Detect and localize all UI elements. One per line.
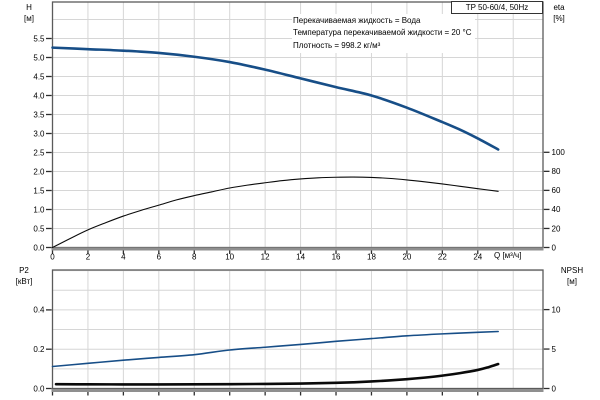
eta-axis-title: eta [%]	[545, 3, 573, 24]
left-tick-label: 0.5	[33, 224, 45, 233]
pump-model-badge: TP 50-60/4, 50Hz	[451, 1, 543, 14]
info-line-liquid: Перекачиваемая жидкость = Вода	[293, 16, 421, 25]
eta-axis-unit: [%]	[553, 13, 565, 23]
series-curve-NPSH	[54, 362, 500, 386]
q-axis-label: Q [м³/ч]	[494, 251, 522, 260]
x-tick-label: 16	[332, 253, 341, 262]
right-tick-label: 100	[552, 148, 566, 157]
left-tick-label: 3.0	[33, 129, 45, 138]
series-curve-eta	[51, 176, 499, 249]
left-tick-label: 0.0	[33, 243, 45, 252]
left-tick-label: 0.4	[33, 306, 45, 315]
x-tick-label: 10	[225, 253, 234, 262]
series-curve-H	[51, 46, 500, 151]
p2-axis-symbol: P2	[19, 266, 29, 275]
left-tick-label: 1.5	[33, 186, 45, 195]
x-tick-label: 2	[86, 253, 91, 262]
right-tick-label: 80	[552, 167, 561, 176]
left-tick-label: 4.0	[33, 91, 45, 100]
npsh-axis-unit: [м]	[567, 276, 577, 286]
npsh-axis-symbol: NPSH	[560, 266, 584, 275]
left-tick-label: 4.5	[33, 72, 45, 81]
h-axis-unit: [м]	[24, 13, 34, 23]
x-tick-label: 0	[50, 253, 55, 262]
right-tick-label: 20	[552, 224, 561, 233]
chart-frame	[51, 269, 544, 390]
p2-axis-unit: [кВт]	[15, 276, 33, 286]
right-tick-label: 5	[552, 345, 557, 354]
x-tick-label: 24	[473, 253, 482, 262]
left-tick-label: 0.0	[33, 384, 45, 393]
x-tick-label: 14	[296, 253, 305, 262]
eta-axis-symbol: eta	[553, 3, 565, 12]
left-tick-label: 5.0	[33, 53, 45, 62]
right-tick-label: 0	[552, 384, 557, 393]
right-tick-label: 0	[552, 243, 557, 252]
x-tick-label: 4	[121, 253, 126, 262]
info-line-temperature: Температура перекачиваемой жидкости = 20…	[293, 28, 472, 38]
liquid-info-block: Перекачиваемая жидкость = Вода Температу…	[292, 14, 475, 53]
right-tick-label: 10	[552, 305, 561, 314]
left-tick-label: 0.2	[33, 345, 45, 354]
x-tick-label: 18	[367, 253, 376, 262]
left-tick-label: 5.5	[33, 34, 45, 43]
x-tick-label: 22	[438, 253, 447, 262]
x-tick-label: 20	[402, 253, 411, 262]
series-curve-P2	[51, 330, 499, 368]
left-tick-label: 2.0	[33, 167, 45, 176]
h-axis-title: H [м]	[15, 3, 43, 24]
right-tick-label: 40	[552, 205, 561, 214]
p2-axis-title: P2 [кВт]	[6, 266, 42, 287]
info-line-density: Плотность = 998.2 кг/м³	[293, 40, 381, 50]
x-tick-label: 8	[192, 253, 197, 262]
x-tick-label: 6	[157, 253, 162, 262]
left-tick-label: 3.5	[33, 110, 45, 119]
npsh-axis-title: NPSH [м]	[549, 266, 595, 287]
right-tick-label: 60	[552, 186, 561, 195]
x-tick-label: 12	[261, 253, 270, 262]
left-tick-label: 2.5	[33, 148, 45, 157]
left-tick-label: 1.0	[33, 205, 45, 214]
h-axis-symbol: H	[26, 3, 32, 12]
